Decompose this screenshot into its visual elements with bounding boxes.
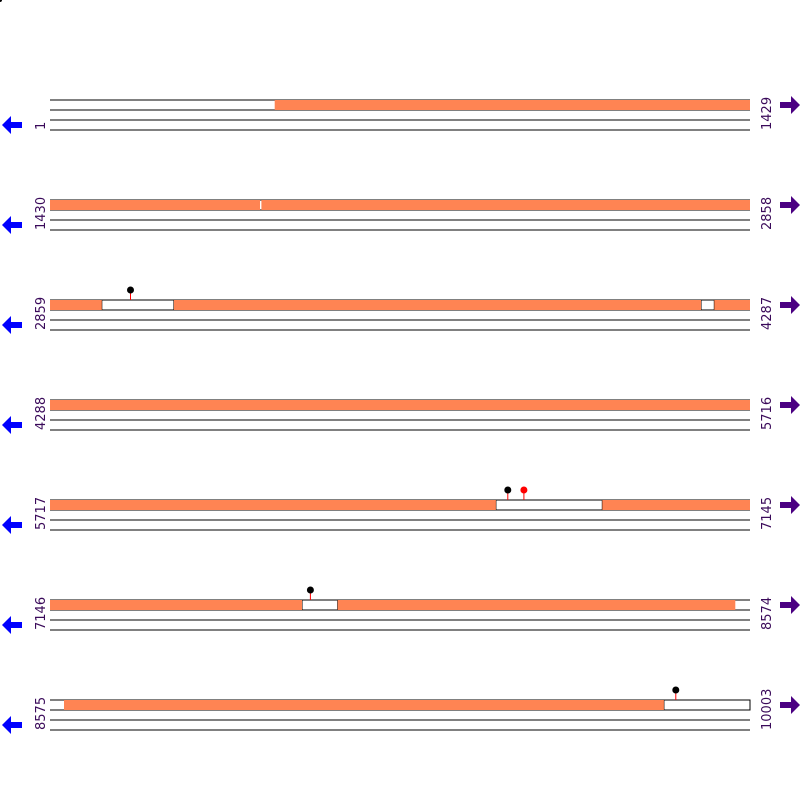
left-arrow-icon (2, 116, 22, 134)
start-position-label: 8575 (34, 697, 49, 730)
right-arrow-icon (780, 196, 800, 214)
marker-dot (306, 586, 314, 594)
gap-box (301, 599, 339, 611)
sequence-row: 5717 7145 (2, 486, 800, 534)
start-position-label: 5717 (34, 497, 49, 530)
sequence-row: 8575 10003 (2, 686, 800, 734)
feature-segment (173, 300, 701, 310)
marker-dot (504, 486, 512, 494)
left-arrow-icon (2, 316, 22, 334)
start-position-label: 7146 (34, 597, 49, 630)
gap-box (663, 699, 751, 711)
sequence-row: 1430 2858 (2, 196, 800, 234)
feature-segment (50, 300, 102, 310)
end-position-label: 5716 (760, 397, 775, 430)
left-arrow-icon (2, 716, 22, 734)
left-arrow-icon (2, 416, 22, 434)
end-position-label: 8574 (760, 597, 775, 630)
start-position-label: 1 (34, 122, 49, 130)
marker-dot (127, 286, 134, 294)
left-arrow-icon (2, 516, 22, 534)
left-arrow-icon (2, 616, 22, 634)
start-position-label: 4288 (34, 397, 49, 430)
right-arrow-icon (780, 496, 800, 514)
marker-dot (672, 686, 680, 694)
gap-box (700, 299, 715, 311)
feature-segment (64, 700, 664, 710)
sequence-row: 1 1429 (2, 96, 800, 134)
right-arrow-icon (780, 396, 800, 414)
sequence-row: 2859 4287 (2, 286, 800, 334)
start-position-label: 2859 (34, 297, 49, 330)
feature-segment (50, 500, 496, 510)
right-arrow-icon (780, 296, 800, 314)
right-arrow-icon (780, 696, 800, 714)
gap-box (101, 299, 175, 311)
right-arrow-icon (780, 96, 800, 114)
feature-segment (50, 200, 260, 210)
sequence-row: 7146 8574 (2, 586, 800, 634)
end-position-label: 1429 (760, 97, 775, 130)
feature-segment (50, 600, 302, 610)
feature-segment (50, 400, 750, 410)
end-position-label: 7145 (760, 497, 775, 530)
feature-segment (274, 100, 750, 110)
feature-segment (602, 500, 750, 510)
gap-box (495, 499, 603, 511)
right-arrow-icon (780, 596, 800, 614)
end-position-label: 4287 (760, 297, 775, 330)
feature-segment (337, 600, 736, 610)
feature-segment (714, 300, 750, 310)
start-position-label: 1430 (34, 197, 49, 230)
corner-dot (0, 0, 2, 2)
feature-segment (261, 200, 750, 210)
end-position-label: 2858 (760, 197, 775, 230)
sequence-row: 4288 5716 (2, 396, 800, 434)
left-arrow-icon (2, 216, 22, 234)
marker-dot (520, 486, 528, 494)
end-position-label: 10003 (760, 689, 775, 730)
rows-group: 1 1429 1430 2858 2859 4287 4288 5716 5717 7145 714… (2, 96, 800, 734)
